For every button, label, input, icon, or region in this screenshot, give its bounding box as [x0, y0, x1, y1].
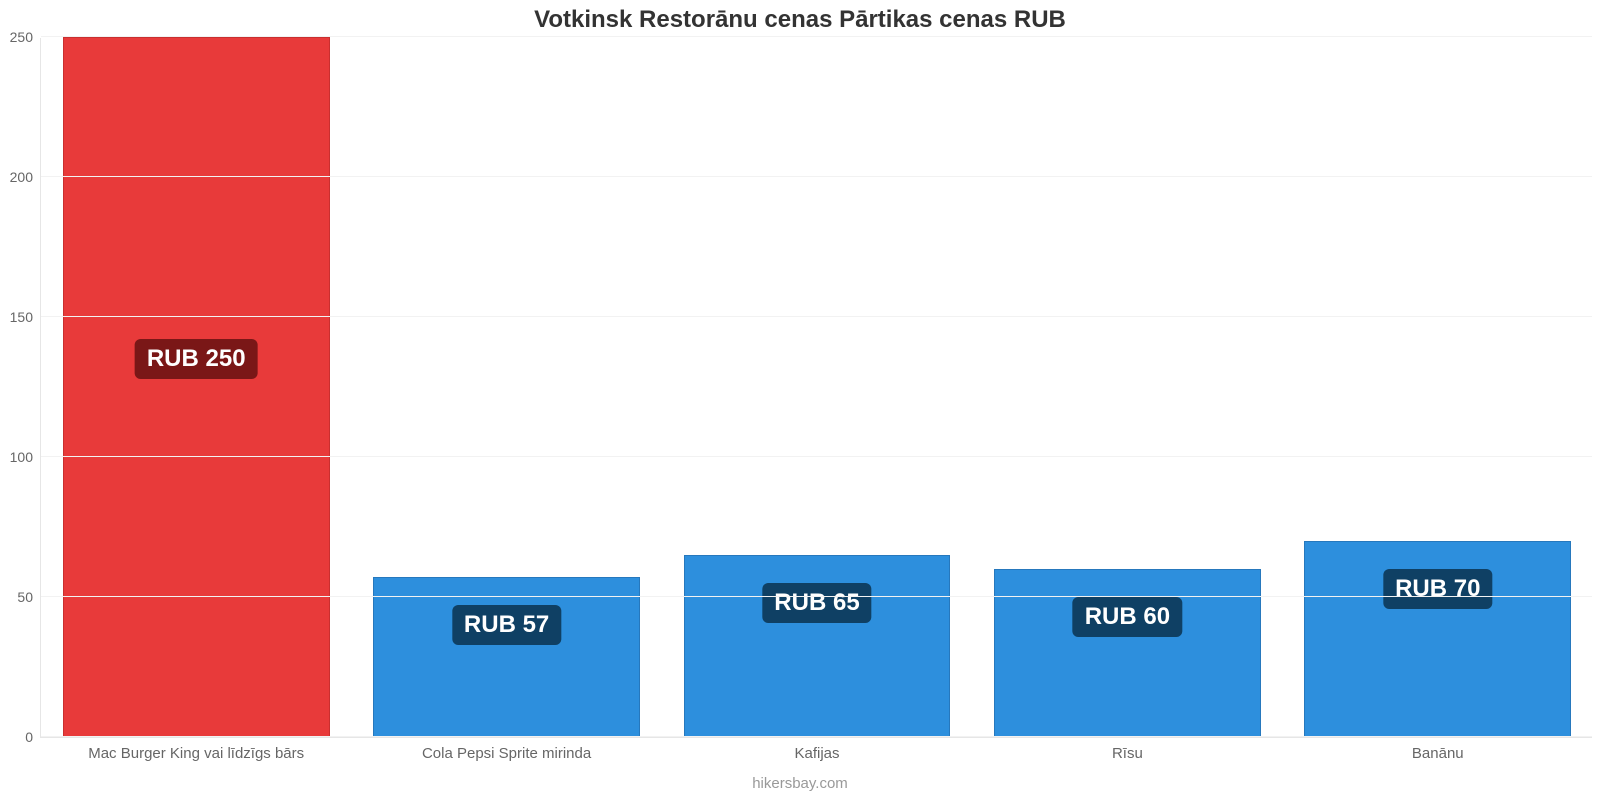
y-gridline [41, 456, 1592, 457]
bar-value-badge: RUB 65 [762, 583, 871, 623]
bar-value-badge: RUB 70 [1383, 569, 1492, 609]
y-tick-label: 100 [10, 449, 41, 465]
chart-credit: hikersbay.com [0, 775, 1600, 792]
bar-value-badge: RUB 60 [1073, 597, 1182, 637]
bar-slot: RUB 57Cola Pepsi Sprite mirinda [351, 38, 661, 737]
bar-value-badge: RUB 250 [135, 339, 258, 379]
bar-slot: RUB 250Mac Burger King vai līdzīgs bārs [41, 38, 351, 737]
bar-value-badge: RUB 57 [452, 605, 561, 645]
chart-title: Votkinsk Restorānu cenas Pārtikas cenas … [0, 6, 1600, 34]
bar [994, 569, 1261, 737]
y-tick-label: 50 [17, 589, 41, 605]
bar-slot: RUB 70Banānu [1283, 38, 1593, 737]
plot-area: RUB 250Mac Burger King vai līdzīgs bārsR… [40, 38, 1592, 738]
bar [63, 37, 330, 737]
y-gridline [41, 736, 1592, 737]
y-tick-label: 250 [10, 29, 41, 45]
y-gridline [41, 176, 1592, 177]
y-tick-label: 150 [10, 309, 41, 325]
x-tick-label: Kafijas [794, 737, 839, 762]
y-tick-label: 0 [25, 729, 41, 745]
price-bar-chart: Votkinsk Restorānu cenas Pārtikas cenas … [0, 0, 1600, 800]
bars-layer: RUB 250Mac Burger King vai līdzīgs bārsR… [41, 38, 1592, 737]
bar-slot: RUB 65Kafijas [662, 38, 972, 737]
y-gridline [41, 36, 1592, 37]
x-tick-label: Banānu [1412, 737, 1464, 762]
x-tick-label: Rīsu [1112, 737, 1143, 762]
bar [373, 577, 640, 737]
x-tick-label: Mac Burger King vai līdzīgs bārs [88, 737, 304, 762]
y-tick-label: 200 [10, 169, 41, 185]
x-tick-label: Cola Pepsi Sprite mirinda [422, 737, 591, 762]
y-gridline [41, 596, 1592, 597]
y-gridline [41, 316, 1592, 317]
bar-slot: RUB 60Rīsu [972, 38, 1282, 737]
